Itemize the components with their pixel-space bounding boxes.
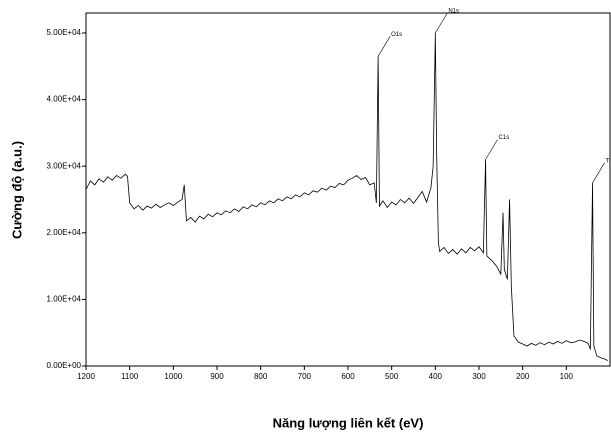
- x-tick-label: 600: [341, 372, 355, 381]
- x-tick-label: 700: [298, 372, 312, 381]
- y-tick-label: 0.00E+00: [47, 361, 82, 370]
- y-tick-label: 1.00E+04: [47, 295, 82, 304]
- x-tick-label: 200: [516, 372, 530, 381]
- x-tick-label: 1200: [77, 372, 95, 381]
- x-tick-label: 300: [472, 372, 486, 381]
- y-tick-label: 2.00E+04: [47, 228, 82, 237]
- plot-frame: [85, 12, 611, 367]
- annotation-leader: [592, 162, 605, 183]
- spectrum-line: [85, 32, 609, 362]
- annotation-label: C1s: [499, 135, 510, 141]
- x-tick-label: 400: [429, 372, 443, 381]
- y-tick-label: 4.00E+04: [47, 95, 82, 104]
- x-tick-label: 500: [385, 372, 399, 381]
- x-tick-label: 800: [254, 372, 268, 381]
- x-tick-label: 900: [210, 372, 224, 381]
- x-tick-label: 1100: [121, 372, 139, 381]
- y-tick-label: 3.00E+04: [47, 161, 82, 170]
- annotation-leader: [435, 12, 448, 34]
- x-tick-label: 1000: [164, 372, 182, 381]
- annotation-label: O1s: [391, 32, 402, 38]
- annotation-label: N1s: [448, 9, 459, 15]
- y-tick-label: 5.00E+04: [47, 28, 82, 37]
- annotation-leader: [485, 139, 498, 160]
- x-axis-title: Năng lượng liên kết (eV): [273, 415, 424, 430]
- x-tick-label: 100: [560, 372, 574, 381]
- annotation-leader: [377, 36, 391, 57]
- annotation-label: Ti: [606, 158, 611, 164]
- y-axis-title: Cường độ (a.u.): [9, 141, 24, 239]
